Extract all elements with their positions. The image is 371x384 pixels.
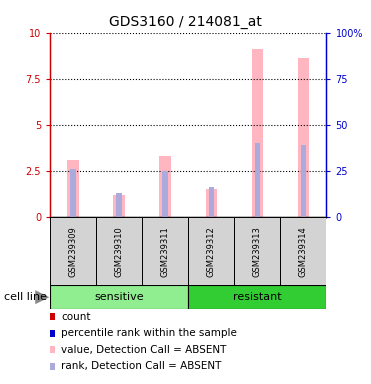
Bar [252,49,263,217]
Bar [96,217,142,286]
Text: cell line: cell line [4,292,47,302]
Bar [68,160,79,217]
Bar [298,58,309,217]
Bar [280,217,326,286]
Bar [50,217,96,286]
Bar [188,285,326,309]
Polygon shape [35,290,49,304]
Bar [162,171,168,217]
Text: resistant: resistant [233,292,282,302]
Text: GDS3160 / 214081_at: GDS3160 / 214081_at [109,15,262,29]
Text: rank, Detection Call = ABSENT: rank, Detection Call = ABSENT [61,361,221,371]
Text: sensitive: sensitive [94,292,144,302]
Bar [206,189,217,217]
Text: percentile rank within the sample: percentile rank within the sample [61,328,237,338]
Bar [70,169,76,217]
Text: GSM239314: GSM239314 [299,226,308,277]
Text: GSM239311: GSM239311 [161,226,170,277]
Bar [116,193,122,217]
Bar [234,217,280,286]
Bar [142,217,188,286]
Bar [255,143,260,217]
Bar [114,195,125,217]
Bar [301,145,306,217]
Text: GSM239312: GSM239312 [207,226,216,277]
Bar [209,187,214,217]
Bar [160,156,171,217]
Text: GSM239313: GSM239313 [253,226,262,277]
Text: value, Detection Call = ABSENT: value, Detection Call = ABSENT [61,345,227,355]
Text: count: count [61,312,91,322]
Text: GSM239310: GSM239310 [115,226,124,277]
Bar [50,285,188,309]
Bar [188,217,234,286]
Text: GSM239309: GSM239309 [69,226,78,277]
